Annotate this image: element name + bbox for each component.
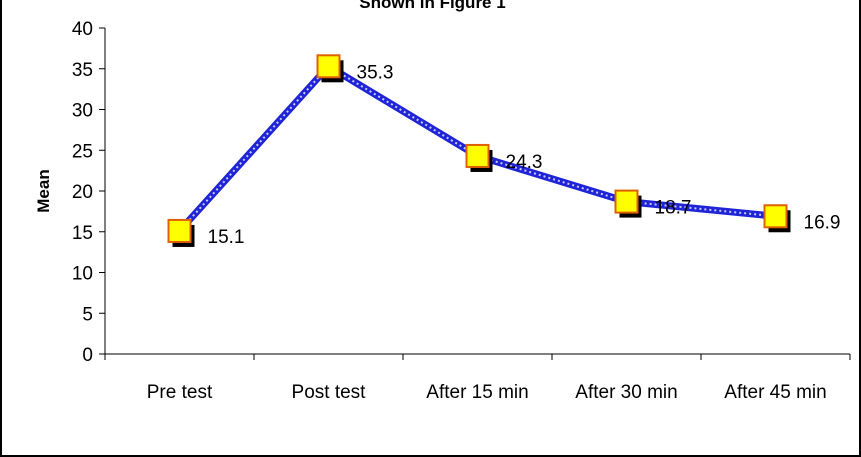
data-label: 16.9 [804,212,841,233]
axes: 0 5 10 15 20 25 30 35 40 Pre test Post test After 1… [34,19,851,403]
data-point [614,189,639,214]
data-point [465,143,490,168]
y-tick-label: 35 [72,60,93,81]
data-label: 35.3 [357,62,394,83]
data-label: 15.1 [208,227,245,248]
x-tick-label: Pre test [147,382,213,403]
y-tick-label: 15 [72,223,93,244]
markers [167,54,791,247]
y-tick-label: 40 [72,19,93,40]
y-tick-label: 5 [82,304,93,325]
data-point [167,218,192,243]
y-tick-label: 20 [72,182,93,203]
data-label: 18.7 [655,198,692,219]
x-tick-label: After 30 min [575,382,677,403]
x-tick-label: Post test [292,382,367,403]
x-tick-label: After 45 min [724,382,826,403]
y-tick-label: 0 [82,345,93,366]
data-point [763,204,788,229]
y-tick-label: 10 [72,264,93,285]
labels: 15.1 35.3 24.3 18.7 16.9 [208,62,841,248]
y-tick-label: 25 [72,141,93,162]
data-label: 24.3 [506,152,543,173]
chart-title: Shown in Figure 1 [359,0,506,12]
y-tick-label: 30 [72,101,93,122]
x-tick-label: After 15 min [426,382,528,403]
y-axis-title: Mean [34,169,53,212]
data-point [316,54,341,79]
